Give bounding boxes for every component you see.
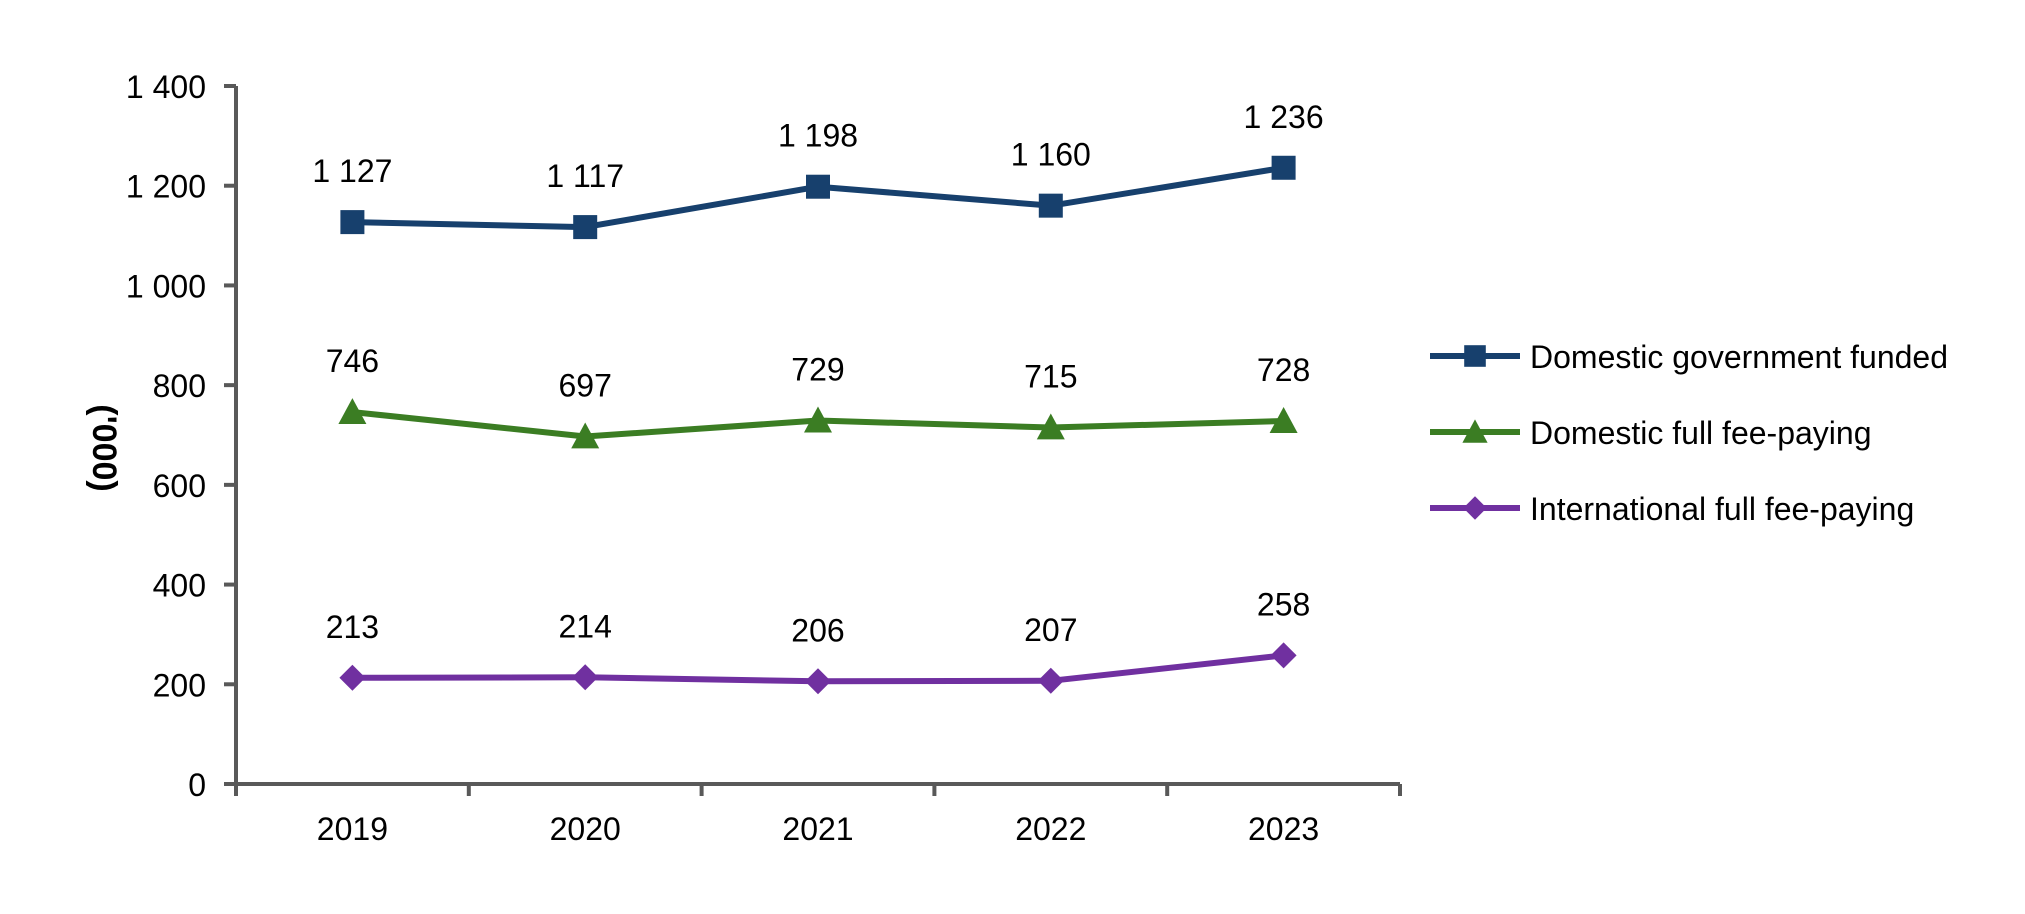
x-tick-label: 2019: [317, 811, 388, 847]
data-label: 258: [1257, 586, 1310, 622]
x-tick-label: 2023: [1248, 811, 1319, 847]
series-group: [338, 155, 1298, 695]
data-point: [1269, 407, 1298, 433]
data-label: 213: [326, 609, 379, 645]
data-label: 1 160: [1011, 137, 1091, 173]
data-point: [1038, 193, 1063, 218]
data-label: 206: [791, 612, 844, 648]
data-point: [1036, 413, 1065, 440]
data-point: [1271, 155, 1296, 180]
legend-item: Domestic government funded: [1430, 339, 1948, 375]
legend-label: Domestic full fee-paying: [1530, 415, 1871, 451]
axes: 0 200 400 600 800 1 000 1 200 1 400 2019 2020 2021…: [126, 69, 1402, 847]
data-point: [806, 174, 830, 199]
data-label: 715: [1024, 359, 1077, 395]
y-tick-label: 200: [153, 667, 206, 703]
data-label: 728: [1257, 352, 1310, 388]
legend-item: Domestic full fee-paying: [1430, 415, 1871, 451]
data-labels: 1 127 1 117 1 198 1 160 1 236 746 697 729 715 728…: [312, 99, 1323, 649]
legend-marker: [1462, 419, 1488, 443]
data-label: 1 236: [1244, 99, 1324, 135]
x-tick-label: 2020: [550, 811, 621, 847]
y-tick-label: 1 200: [126, 169, 206, 205]
y-tick-label: 600: [153, 468, 206, 504]
y-tick-label: 400: [153, 568, 206, 604]
data-point: [572, 664, 599, 691]
data-point: [338, 398, 367, 424]
data-label: 214: [559, 608, 612, 644]
data-label: 729: [791, 352, 844, 388]
data-label: 1 127: [312, 153, 392, 189]
x-tick-label: 2022: [1015, 811, 1086, 847]
series-3: [339, 642, 1297, 695]
y-axis-title: ('000): [85, 404, 123, 491]
y-tick-label: 1 400: [126, 69, 206, 105]
y-tick-label: 1 000: [126, 268, 206, 304]
data-point: [339, 664, 366, 691]
data-point: [571, 422, 600, 449]
y-tick-label: 0: [188, 767, 206, 803]
series-2: [338, 398, 1298, 449]
data-label: 1 198: [778, 118, 858, 154]
x-tick-label: 2021: [782, 811, 853, 847]
y-tick-label: 800: [153, 368, 206, 404]
data-point: [1270, 642, 1297, 669]
legend: Domestic government funded Domestic full …: [1430, 339, 1948, 527]
series-1: [340, 155, 1296, 240]
data-point: [804, 406, 832, 433]
legend-label: Domestic government funded: [1530, 339, 1948, 375]
data-point: [340, 210, 365, 235]
legend-item: International full fee-paying: [1430, 491, 1914, 527]
data-point: [573, 215, 598, 240]
data-point: [1037, 667, 1064, 694]
data-label: 697: [559, 367, 612, 403]
data-label: 1 117: [546, 158, 624, 194]
data-label: 207: [1024, 612, 1077, 648]
data-point: [805, 668, 831, 695]
legend-marker: [1464, 345, 1486, 367]
legend-label: International full fee-paying: [1530, 491, 1914, 527]
data-label: 746: [326, 343, 379, 379]
legend-marker: [1463, 496, 1487, 520]
